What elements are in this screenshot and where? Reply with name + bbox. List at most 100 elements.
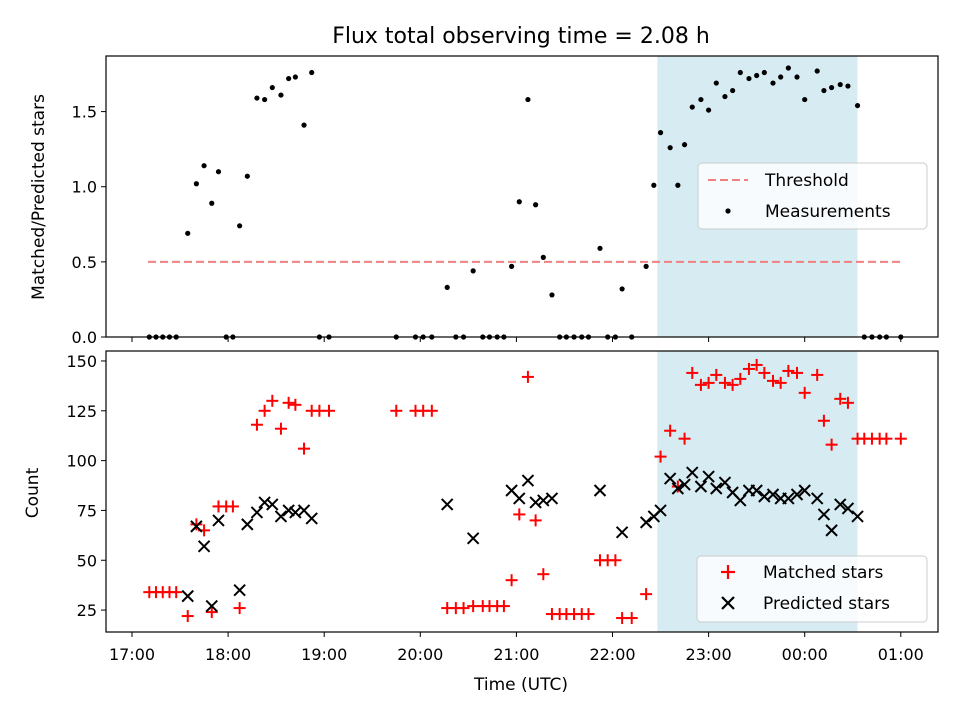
matched-star-point <box>298 442 311 455</box>
matched-star-point <box>750 358 763 371</box>
top-legend: Threshold Measurements <box>697 162 928 230</box>
matched-star-point <box>505 574 518 587</box>
legend-matched-label: Matched stars <box>763 563 883 583</box>
matched-star-point <box>774 376 787 389</box>
legend-matched-swatch <box>721 565 735 579</box>
measurement-point <box>722 93 728 100</box>
matched-star-point <box>233 602 246 615</box>
y-tick-label: 0.5 <box>72 253 97 272</box>
predicted-star-point <box>212 514 225 527</box>
predicted-star-point <box>782 492 795 505</box>
measurement-point <box>651 182 657 188</box>
matched-star-point <box>758 366 771 379</box>
predicted-star-point <box>750 484 763 497</box>
matched-star-point <box>425 404 438 417</box>
y-tick-label: 25 <box>77 601 97 620</box>
top-y-ticks: 0.0 0.5 1.0 1.5 <box>72 103 106 347</box>
y-tick-label: 125 <box>66 402 97 421</box>
predicted-star-point <box>274 510 288 523</box>
matched-star-point <box>718 376 731 389</box>
predicted-star-point <box>851 510 864 523</box>
measurement-point <box>770 80 776 86</box>
measurement-point <box>821 87 827 94</box>
matched-star-point <box>742 362 755 375</box>
measurement-point <box>278 92 284 98</box>
measurement-point <box>730 87 736 94</box>
predicted-star-point <box>718 476 732 489</box>
predicted-star-point <box>654 504 667 517</box>
predicted-star-point <box>233 583 246 597</box>
predicted-star-point <box>266 498 279 511</box>
predicted-star-point <box>810 492 824 505</box>
matched-star-point <box>726 378 739 391</box>
matched-star-point <box>880 432 893 445</box>
matched-star-point <box>289 398 302 411</box>
measurement-point <box>754 72 760 79</box>
measurement-point <box>237 223 243 229</box>
matched-star-point <box>582 608 595 621</box>
top-plot-frame <box>105 55 939 338</box>
measurement-point <box>185 230 191 236</box>
matched-star-point <box>817 414 830 427</box>
matched-star-point <box>834 392 847 405</box>
matched-star-point <box>529 514 542 527</box>
bottom-y-ticks: 25 50 75 100 125 150 <box>66 352 106 620</box>
measurement-point <box>837 81 843 88</box>
matched-star-point <box>841 396 854 409</box>
measurement-point <box>549 292 555 298</box>
x-tick-label: 22:00 <box>589 645 635 664</box>
matched-star-point <box>323 404 336 417</box>
predicted-star-point <box>513 492 526 505</box>
matched-star-point <box>190 518 203 531</box>
matched-star-point <box>686 366 699 379</box>
predicted-star-point <box>798 484 811 497</box>
matched-star-point <box>513 508 526 521</box>
predicted-star-point <box>615 526 629 539</box>
y-tick-label: 0.0 <box>72 328 97 347</box>
bottom-plot-frame <box>105 350 939 633</box>
matched-star-point <box>282 396 295 409</box>
measurement-point <box>533 202 539 208</box>
top-panel: 0.0 0.5 1.0 1.5 Matched/Predicted stars Thr… <box>29 55 939 347</box>
measurement-point <box>193 181 199 187</box>
legend-measurements-swatch <box>725 208 731 214</box>
measurement-point <box>643 263 649 269</box>
measurement-point <box>794 74 800 80</box>
predicted-star-point <box>766 488 780 501</box>
measurement-point <box>706 107 712 113</box>
matched-star-point <box>811 368 824 381</box>
predicted-star-point <box>834 498 847 511</box>
measurement-point <box>829 84 835 91</box>
measurement-point <box>785 65 791 71</box>
matched-star-point <box>782 364 795 377</box>
matched-star-point <box>274 422 287 435</box>
y-tick-label: 1.5 <box>72 103 97 122</box>
predicted-star-point <box>825 524 838 537</box>
matched-star-point <box>521 370 534 383</box>
bottom-x-ticks: 17:00 18:00 19:00 20:00 21:00 22:00 23:00 00:00… <box>109 632 924 664</box>
y-tick-label: 50 <box>77 551 97 570</box>
legend-predicted-swatch <box>721 596 735 610</box>
predicted-star-point <box>466 532 480 545</box>
measurement-point <box>713 80 719 86</box>
measurement-point <box>209 200 215 206</box>
measurement-point <box>845 83 851 89</box>
matched-star-point <box>390 404 403 417</box>
measurement-point <box>667 145 673 151</box>
predicted-star-point <box>817 508 831 521</box>
measurement-point <box>508 263 515 269</box>
predicted-star-point <box>702 470 715 483</box>
predicted-star-point <box>734 494 747 507</box>
bottom-panel: 25 50 75 100 125 150 17:00 18:00 19:00 20:00 21:0… <box>23 350 939 695</box>
predicted-star-point <box>181 589 194 603</box>
matched-star-point <box>609 554 622 567</box>
matched-star-point <box>798 386 811 399</box>
predicted-star-point <box>663 472 677 485</box>
measurement-point <box>525 96 531 103</box>
predicted-star-point <box>841 502 855 515</box>
matched-star-point <box>205 606 218 619</box>
matched-star-point <box>654 450 667 463</box>
top-y-axis-label: Matched/Predicted stars <box>29 94 49 300</box>
matched-star-point <box>766 374 779 387</box>
